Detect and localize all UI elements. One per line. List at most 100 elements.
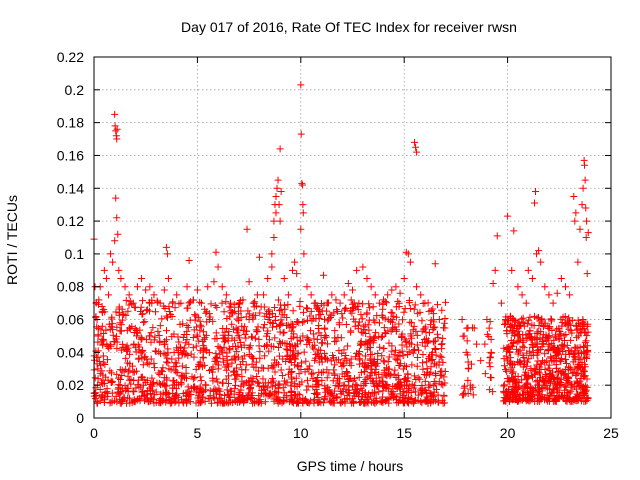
data-point <box>254 378 262 386</box>
data-point <box>193 331 201 339</box>
data-point <box>429 356 437 364</box>
data-point <box>251 334 259 342</box>
data-point <box>317 331 325 339</box>
data-point <box>125 291 133 299</box>
data-point <box>435 316 443 324</box>
data-point <box>93 360 101 368</box>
data-point <box>562 359 570 367</box>
data-point <box>486 363 494 371</box>
data-point <box>218 299 226 307</box>
data-point <box>507 354 515 362</box>
data-point <box>551 397 559 405</box>
data-point <box>171 304 179 312</box>
data-point <box>566 394 574 402</box>
data-point <box>440 319 448 327</box>
data-point <box>410 305 418 313</box>
data-point <box>404 398 412 406</box>
data-point <box>235 317 243 325</box>
data-point <box>282 345 290 353</box>
data-point <box>581 338 589 346</box>
data-point <box>192 399 200 407</box>
data-point <box>315 381 323 389</box>
data-point <box>268 375 276 383</box>
data-point <box>380 324 388 332</box>
data-point <box>344 342 352 350</box>
data-point <box>541 350 549 358</box>
data-point <box>500 362 508 370</box>
data-point <box>391 366 399 374</box>
data-point <box>180 347 188 355</box>
data-point <box>104 291 112 299</box>
data-point <box>519 318 527 326</box>
data-point <box>240 396 248 404</box>
data-point <box>363 310 371 318</box>
data-point <box>175 354 183 362</box>
data-point <box>114 385 122 393</box>
data-point <box>231 367 239 375</box>
data-point <box>354 306 362 314</box>
data-point <box>328 291 336 299</box>
data-point <box>357 337 365 345</box>
data-point <box>519 351 527 359</box>
data-point <box>201 361 209 369</box>
data-point <box>104 343 112 351</box>
data-point <box>156 299 164 307</box>
data-point <box>301 368 309 376</box>
data-point <box>212 329 220 337</box>
data-point <box>392 327 400 335</box>
data-point <box>112 335 120 343</box>
data-point <box>205 310 213 318</box>
data-point <box>281 305 289 313</box>
data-point <box>436 352 444 360</box>
data-point <box>117 346 125 354</box>
data-point <box>294 399 302 407</box>
data-point <box>573 369 581 377</box>
data-point <box>550 392 558 400</box>
data-point <box>396 352 404 360</box>
data-point <box>132 367 140 375</box>
data-point <box>342 304 350 312</box>
data-point <box>199 354 207 362</box>
data-point <box>225 328 233 336</box>
data-point <box>551 344 559 352</box>
data-point <box>463 337 471 345</box>
data-point <box>380 366 388 374</box>
data-point <box>260 385 268 393</box>
data-point <box>227 398 235 406</box>
data-point <box>155 379 163 387</box>
data-point <box>321 350 329 358</box>
data-point <box>130 387 138 395</box>
data-point <box>401 375 409 383</box>
data-point <box>332 337 340 345</box>
data-point <box>503 347 511 355</box>
data-point <box>112 127 120 135</box>
data-point <box>578 349 586 357</box>
data-point <box>440 392 448 400</box>
data-point <box>109 258 117 266</box>
data-point <box>243 225 251 233</box>
data-point <box>300 318 308 326</box>
data-point <box>263 341 271 349</box>
data-point <box>282 321 290 329</box>
data-point <box>219 324 227 332</box>
data-point <box>173 359 181 367</box>
data-point <box>408 361 416 369</box>
data-point <box>518 376 526 384</box>
data-point <box>199 338 207 346</box>
data-point <box>138 275 146 283</box>
data-point <box>183 322 191 330</box>
data-point <box>192 365 200 373</box>
data-point <box>218 379 226 387</box>
data-point <box>134 355 142 363</box>
data-point <box>314 377 322 385</box>
data-point <box>99 359 107 367</box>
data-point <box>425 383 433 391</box>
data-point <box>173 379 181 387</box>
data-point <box>162 358 170 366</box>
data-point <box>122 354 130 362</box>
data-point <box>184 383 192 391</box>
data-point <box>150 359 158 367</box>
data-point <box>182 389 190 397</box>
data-point <box>527 365 535 373</box>
data-point <box>152 347 160 355</box>
